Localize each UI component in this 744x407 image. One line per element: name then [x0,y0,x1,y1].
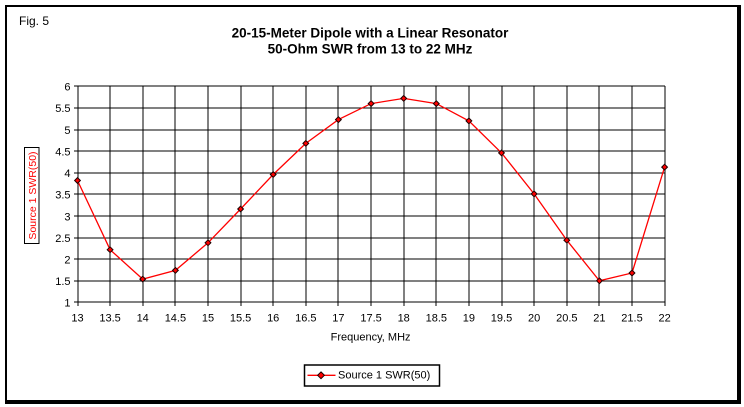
svg-text:20-15-Meter Dipole with a Line: 20-15-Meter Dipole with a Linear Resonat… [232,26,510,41]
svg-text:5: 5 [64,125,70,137]
svg-text:50-Ohm SWR from 13 to 22 MHz: 50-Ohm SWR from 13 to 22 MHz [268,42,473,57]
svg-text:17: 17 [332,312,344,324]
svg-text:13.5: 13.5 [99,312,120,324]
svg-text:19.5: 19.5 [491,312,512,324]
svg-text:16: 16 [267,312,279,324]
svg-text:13: 13 [71,312,83,324]
svg-text:4: 4 [64,168,70,180]
svg-text:20: 20 [528,312,540,324]
svg-text:Fig. 5: Fig. 5 [19,14,49,28]
svg-text:18: 18 [398,312,410,324]
svg-text:Frequency, MHz: Frequency, MHz [331,332,411,344]
svg-text:2: 2 [64,255,70,267]
svg-text:21.5: 21.5 [621,312,642,324]
svg-text:3.5: 3.5 [55,190,70,202]
svg-text:19: 19 [463,312,475,324]
svg-text:14.5: 14.5 [165,312,186,324]
svg-text:15: 15 [202,312,214,324]
svg-text:16.5: 16.5 [295,312,316,324]
svg-text:21: 21 [593,312,605,324]
svg-text:Source 1 SWR(50): Source 1 SWR(50) [338,369,430,381]
svg-text:3: 3 [64,211,70,223]
svg-text:20.5: 20.5 [556,312,577,324]
svg-text:1: 1 [64,298,70,310]
svg-text:Source 1 SWR(50): Source 1 SWR(50) [27,151,39,239]
svg-text:18.5: 18.5 [426,312,447,324]
svg-text:5.5: 5.5 [55,103,70,115]
svg-text:6: 6 [64,82,70,94]
svg-text:17.5: 17.5 [360,312,381,324]
svg-text:1.5: 1.5 [55,276,70,288]
svg-text:14: 14 [137,312,149,324]
svg-text:22: 22 [658,312,670,324]
svg-text:15.5: 15.5 [230,312,251,324]
svg-text:4.5: 4.5 [55,146,70,158]
svg-text:2.5: 2.5 [55,233,70,245]
